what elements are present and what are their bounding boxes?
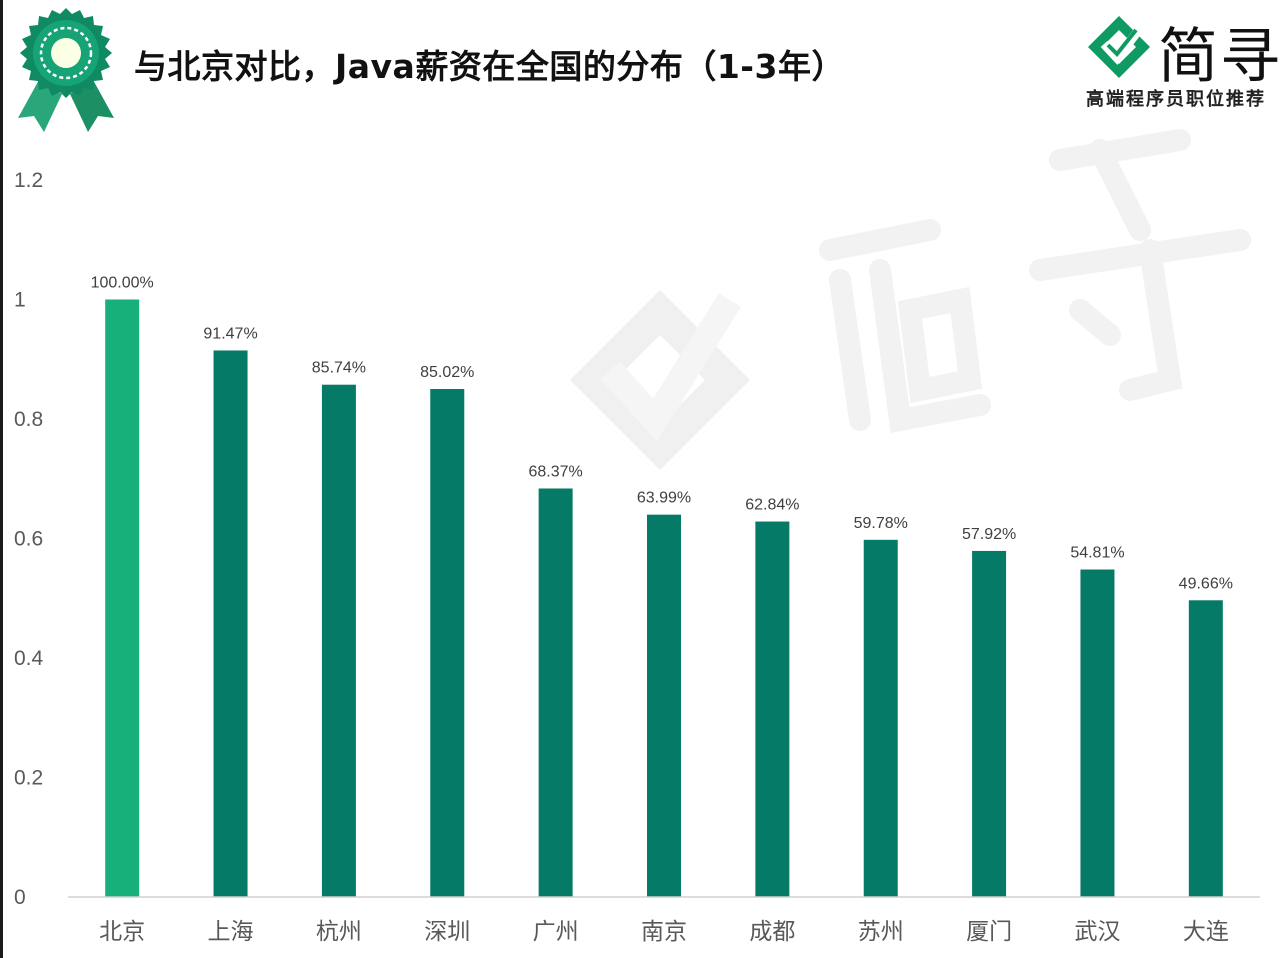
- bar-series: 100.00% 91.47% 85.74% 85.02% 68.37% 63.99% 62.…: [91, 275, 1233, 897]
- data-label: 59.78%: [854, 515, 908, 532]
- y-tick-label: 1.2: [14, 169, 43, 192]
- bar: [863, 539, 898, 897]
- data-label: 68.37%: [529, 463, 583, 480]
- bar: [1188, 600, 1223, 897]
- watermark-logo: [570, 129, 1251, 470]
- bar: [321, 384, 356, 897]
- y-tick-label: 1: [14, 289, 26, 312]
- data-label: 100.00%: [91, 275, 154, 292]
- x-tick-label: 南京: [641, 919, 687, 945]
- award-ribbon-icon: [18, 8, 114, 132]
- data-label: 57.92%: [962, 526, 1016, 543]
- data-label: 54.81%: [1070, 545, 1124, 562]
- brand-slogan: 高端程序员职位推荐: [1086, 89, 1266, 110]
- data-label: 63.99%: [637, 490, 691, 507]
- salary-bar-chart: 0 0.2 0.4 0.6 0.8 1 1.2 100.00% 91.47% 85.74% 85.…: [14, 169, 1260, 945]
- y-axis: 0 0.2 0.4 0.6 0.8 1 1.2: [14, 169, 44, 909]
- y-tick-label: 0: [14, 886, 26, 909]
- x-tick-label: 大连: [1183, 919, 1229, 945]
- data-label: 85.02%: [420, 364, 474, 381]
- brand-name: 简寻: [1158, 22, 1280, 92]
- bar: [213, 350, 248, 897]
- y-tick-label: 0.2: [14, 767, 43, 790]
- x-tick-label: 广州: [533, 919, 579, 945]
- data-label: 91.47%: [203, 325, 257, 342]
- y-tick-label: 0.6: [14, 528, 43, 551]
- x-tick-label: 杭州: [316, 919, 362, 945]
- brand-logo: 简寻 高端程序员职位推荐: [1080, 8, 1280, 118]
- bar: [105, 299, 140, 897]
- bar: [1080, 569, 1115, 897]
- data-label: 85.74%: [312, 360, 366, 377]
- x-tick-label: 深圳: [424, 919, 470, 945]
- x-tick-label: 苏州: [858, 919, 904, 945]
- bar: [647, 514, 681, 897]
- y-tick-label: 0.4: [14, 647, 44, 670]
- slide-left-border: [0, 0, 3, 958]
- page-title: 与北京对比，Java薪资在全国的分布（1-3年）: [134, 47, 845, 86]
- bar: [538, 488, 573, 897]
- data-label: 62.84%: [745, 497, 799, 514]
- x-tick-label: 成都: [749, 919, 795, 945]
- bar: [755, 521, 790, 897]
- x-tick-label: 厦门: [966, 919, 1012, 945]
- bar: [972, 550, 1007, 897]
- x-tick-label: 上海: [208, 919, 254, 945]
- x-tick-label: 武汉: [1074, 919, 1120, 945]
- checkmark-logo-icon: [1088, 16, 1150, 78]
- bar: [430, 389, 465, 897]
- x-axis: 北京 上海 杭州 深圳 广州 南京 成都 苏州 厦门 武汉 大连: [68, 896, 1260, 945]
- x-tick-label: 北京: [99, 919, 145, 945]
- y-tick-label: 0.8: [14, 408, 43, 431]
- data-label: 49.66%: [1179, 575, 1233, 592]
